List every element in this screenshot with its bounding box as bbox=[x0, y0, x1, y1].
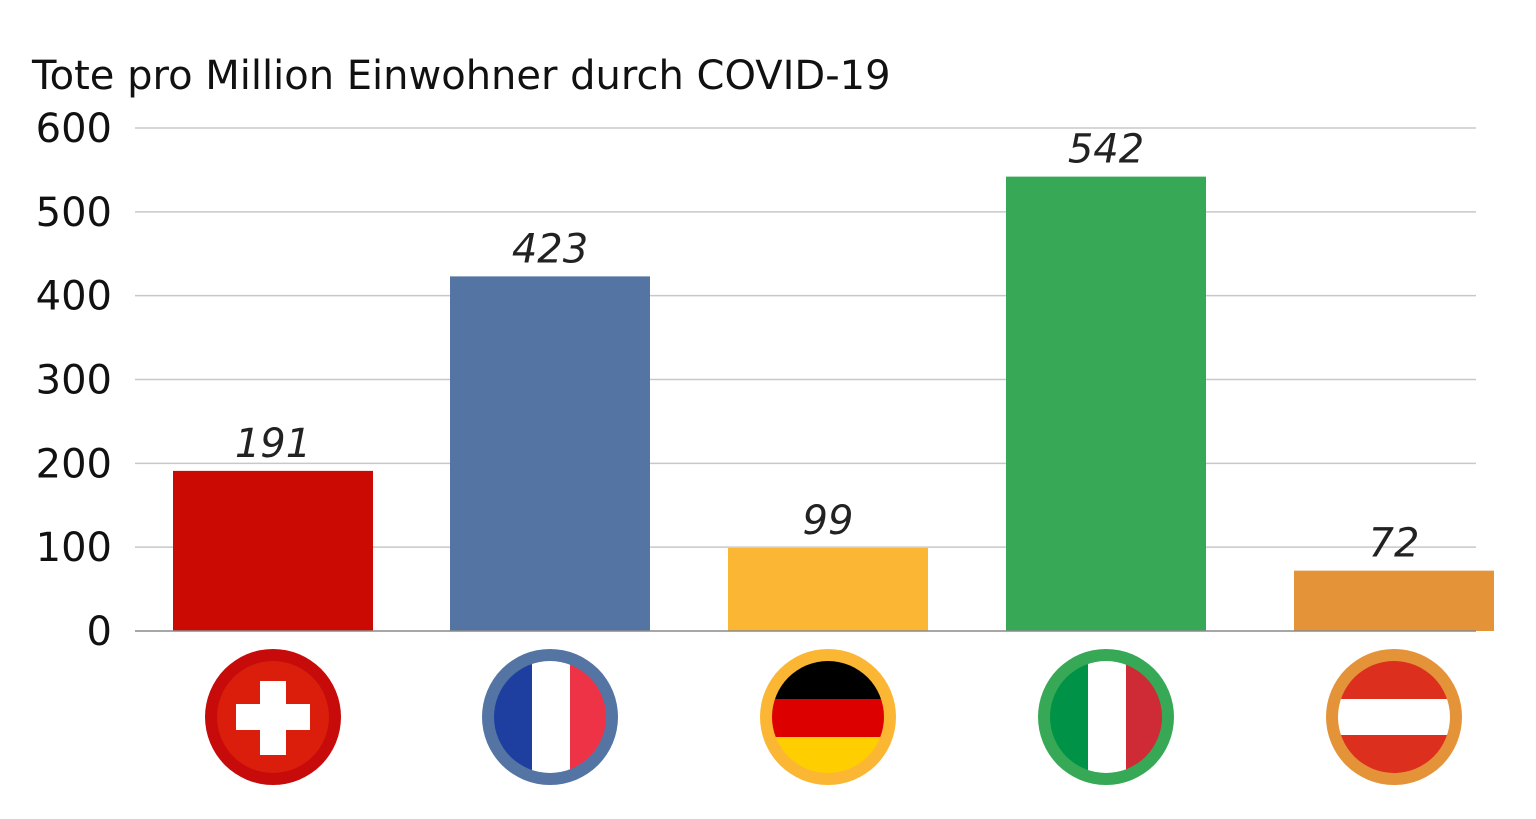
france-flag-icon bbox=[482, 649, 618, 785]
bar-italy bbox=[1006, 176, 1206, 631]
bar-germany bbox=[728, 548, 928, 631]
chart-title: Tote pro Million Einwohner durch COVID-1… bbox=[31, 53, 891, 99]
gridlines bbox=[135, 127, 1476, 548]
value-label: 72 bbox=[1369, 521, 1420, 567]
austria-flag-icon bbox=[1326, 649, 1462, 785]
value-label: 423 bbox=[512, 226, 588, 272]
germany-flag-icon bbox=[760, 649, 896, 785]
value-labels: 191 423 99 542 72 bbox=[235, 127, 1420, 567]
value-label: 542 bbox=[1068, 127, 1144, 173]
y-tick-label: 300 bbox=[36, 358, 112, 404]
bars bbox=[173, 176, 1494, 631]
y-tick-label: 500 bbox=[36, 190, 112, 236]
value-label: 99 bbox=[803, 498, 854, 544]
italy-flag-icon bbox=[1038, 649, 1174, 785]
y-tick-label: 400 bbox=[36, 274, 112, 320]
switzerland-flag-icon bbox=[205, 649, 341, 785]
y-tick-label: 200 bbox=[36, 441, 112, 487]
y-axis: 0 100 200 300 400 500 600 bbox=[36, 106, 112, 655]
bar-austria bbox=[1294, 570, 1494, 631]
y-tick-label: 100 bbox=[36, 525, 112, 571]
y-tick-label: 0 bbox=[87, 609, 112, 655]
bar-france bbox=[450, 276, 650, 631]
value-label: 191 bbox=[235, 421, 311, 467]
y-tick-label: 600 bbox=[36, 106, 112, 152]
bar-switzerland bbox=[173, 470, 373, 631]
